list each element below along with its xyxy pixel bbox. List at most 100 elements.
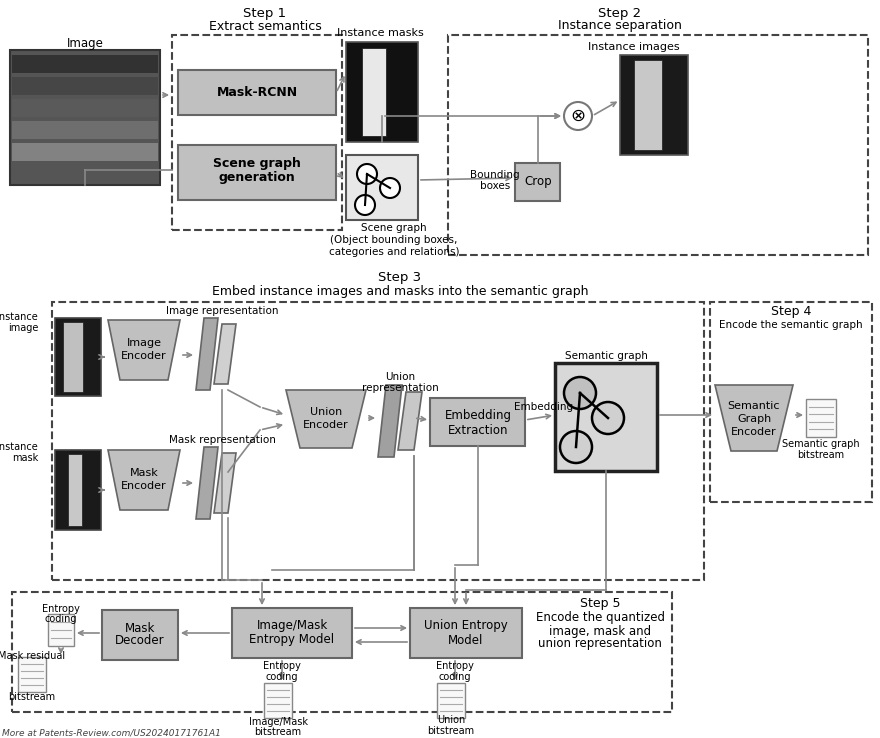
Text: Step 5: Step 5 <box>580 598 620 610</box>
Text: Semantic: Semantic <box>728 401 781 411</box>
Text: Embedding: Embedding <box>444 410 511 422</box>
Text: coding: coding <box>266 672 298 682</box>
Text: Step 3: Step 3 <box>378 272 422 285</box>
Text: Instance images: Instance images <box>589 42 680 52</box>
Polygon shape <box>398 392 422 450</box>
Bar <box>12 143 158 161</box>
Text: Instance separation: Instance separation <box>558 19 682 32</box>
Text: mask: mask <box>11 453 38 463</box>
Bar <box>634 60 662 150</box>
Text: image, mask and: image, mask and <box>549 624 651 638</box>
Text: representation: representation <box>362 383 438 393</box>
Bar <box>178 145 336 200</box>
Polygon shape <box>286 390 366 448</box>
Bar <box>68 454 82 526</box>
Text: Image: Image <box>67 36 104 49</box>
Bar <box>410 608 522 658</box>
Bar <box>555 363 657 471</box>
Text: More at Patents-Review.com/US20240171761A1: More at Patents-Review.com/US20240171761… <box>2 728 221 737</box>
Bar <box>620 55 688 155</box>
Text: Encoder: Encoder <box>731 427 777 437</box>
Bar <box>63 322 83 392</box>
Bar <box>232 608 352 658</box>
Text: Union: Union <box>385 372 415 382</box>
Polygon shape <box>214 324 236 384</box>
Bar <box>346 42 418 142</box>
Text: categories and relations): categories and relations) <box>329 247 459 257</box>
Bar <box>710 302 872 502</box>
Text: Decoder: Decoder <box>115 635 165 647</box>
Text: Entropy: Entropy <box>263 661 301 671</box>
Polygon shape <box>196 318 218 390</box>
Text: Embedding: Embedding <box>515 402 574 412</box>
Bar <box>55 318 101 396</box>
Text: Extraction: Extraction <box>448 424 509 436</box>
Text: Step 4: Step 4 <box>771 306 811 319</box>
Text: Mask-RCNN: Mask-RCNN <box>216 86 297 100</box>
Circle shape <box>592 402 624 434</box>
Text: Union Entropy: Union Entropy <box>424 619 508 632</box>
Text: bitstream: bitstream <box>797 450 845 460</box>
Text: union representation: union representation <box>538 638 662 650</box>
Text: generation: generation <box>218 171 296 184</box>
Polygon shape <box>378 385 402 457</box>
Text: ⊗: ⊗ <box>570 107 585 125</box>
Bar <box>12 99 158 117</box>
Bar <box>12 121 158 139</box>
Bar <box>264 683 292 718</box>
Circle shape <box>355 195 375 215</box>
Text: Mask residual: Mask residual <box>0 651 66 661</box>
Bar <box>178 70 336 115</box>
Bar <box>430 398 525 446</box>
Text: Encoder: Encoder <box>121 351 167 361</box>
Bar <box>10 50 160 185</box>
Bar <box>55 450 101 530</box>
Circle shape <box>380 178 400 198</box>
Bar <box>12 592 672 712</box>
Text: Mask: Mask <box>125 621 155 635</box>
Text: Entropy: Entropy <box>42 604 80 614</box>
Bar <box>806 399 836 437</box>
Text: Instance: Instance <box>0 312 38 322</box>
Text: Model: Model <box>448 633 484 646</box>
Bar <box>515 163 560 201</box>
Text: Encode the quantized: Encode the quantized <box>536 612 664 624</box>
Text: Entropy Model: Entropy Model <box>249 633 334 646</box>
Text: Semantic graph: Semantic graph <box>782 439 860 449</box>
Text: Scene graph: Scene graph <box>213 156 301 170</box>
Text: bitstream: bitstream <box>428 726 474 736</box>
Text: bitstream: bitstream <box>9 692 55 702</box>
Circle shape <box>357 164 377 184</box>
Bar <box>12 55 158 73</box>
Text: Instance masks: Instance masks <box>337 28 423 38</box>
Polygon shape <box>214 453 236 513</box>
Bar <box>362 48 386 136</box>
Text: Crop: Crop <box>524 176 552 188</box>
Text: Image/Mask: Image/Mask <box>248 717 307 727</box>
Circle shape <box>564 102 592 130</box>
Polygon shape <box>715 385 793 451</box>
Text: boxes: boxes <box>480 181 510 191</box>
Text: coding: coding <box>45 614 77 624</box>
Text: Union: Union <box>436 715 466 725</box>
Text: Extract semantics: Extract semantics <box>209 19 321 32</box>
Text: Instance: Instance <box>0 442 38 452</box>
Circle shape <box>564 377 596 409</box>
Text: Scene graph: Scene graph <box>361 223 427 233</box>
Bar <box>172 35 342 230</box>
Text: Mask representation: Mask representation <box>169 435 275 445</box>
Text: image: image <box>8 323 38 333</box>
Bar <box>18 657 46 692</box>
Bar <box>52 302 704 580</box>
Bar <box>48 614 74 646</box>
Bar <box>437 683 465 718</box>
Polygon shape <box>108 320 180 380</box>
Polygon shape <box>108 450 180 510</box>
Text: Graph: Graph <box>737 414 771 424</box>
Text: Mask: Mask <box>129 468 158 478</box>
Bar <box>12 77 158 95</box>
Text: Bounding: Bounding <box>470 170 520 180</box>
Text: Step 2: Step 2 <box>598 7 642 19</box>
Bar <box>346 155 418 220</box>
Text: Union: Union <box>310 407 342 417</box>
